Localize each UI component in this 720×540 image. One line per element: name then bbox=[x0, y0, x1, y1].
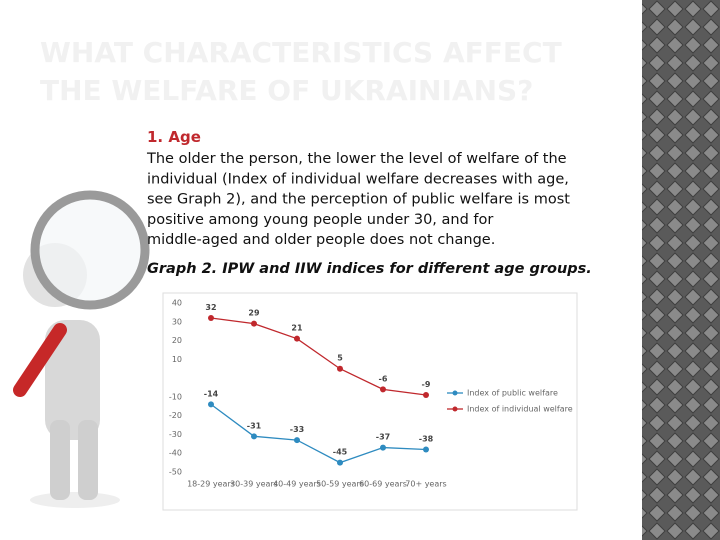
title-line: THE WELFARE OF UKRAINIANS? bbox=[40, 74, 533, 107]
legend-marker bbox=[452, 390, 458, 396]
point bbox=[251, 433, 257, 440]
chart-frame bbox=[162, 292, 578, 511]
x-tick-label: 60-69 years bbox=[359, 480, 407, 489]
series-line bbox=[210, 403, 427, 464]
point bbox=[380, 386, 386, 393]
point bbox=[294, 437, 300, 444]
magnifier-figure bbox=[13, 190, 150, 508]
data-label: -37 bbox=[376, 433, 390, 442]
y-tick-label: -30 bbox=[169, 430, 182, 439]
data-label: -38 bbox=[419, 434, 434, 443]
data-label: 21 bbox=[291, 324, 303, 333]
caption: Graph 2. IPW and IIW indices for differe… bbox=[147, 261, 592, 277]
point bbox=[423, 392, 429, 399]
data-label: -9 bbox=[422, 380, 431, 389]
point bbox=[208, 315, 214, 322]
y-tick-label: 30 bbox=[172, 317, 182, 326]
x-tick-label: 18-29 years bbox=[187, 480, 235, 489]
point bbox=[380, 444, 386, 451]
point bbox=[208, 401, 214, 408]
point bbox=[337, 459, 343, 466]
legend-label: Index of individual welfare bbox=[467, 405, 573, 414]
x-tick-label: 70+ years bbox=[405, 480, 446, 489]
paragraph-line: individual (Index of individual welfare … bbox=[147, 171, 569, 187]
data-label: -33 bbox=[290, 425, 304, 434]
point bbox=[337, 365, 343, 372]
paragraph-line: positive among young people under 30, an… bbox=[147, 212, 493, 228]
y-tick-label: -50 bbox=[169, 468, 182, 477]
x-tick-label: 40-49 years bbox=[273, 480, 321, 489]
x-tick-label: 30-39 years bbox=[230, 480, 278, 489]
title: WHAT CHARACTERISTICS AFFECT THE WELFARE … bbox=[40, 36, 562, 107]
data-label: -45 bbox=[333, 448, 348, 457]
chart: -50 -40 -30 -20 -10 10 20 30 40 18-29 years30-39 … bbox=[169, 299, 573, 489]
data-label: 5 bbox=[337, 354, 343, 363]
data-label: 32 bbox=[205, 303, 216, 312]
legend-label: Index of public welfare bbox=[467, 389, 558, 398]
data-label: -31 bbox=[247, 421, 262, 430]
y-tick-label: 40 bbox=[172, 299, 182, 308]
point bbox=[423, 446, 429, 453]
data-label: 29 bbox=[248, 309, 260, 318]
x-tick-label: 50-59 years bbox=[316, 480, 364, 489]
y-tick-label: 10 bbox=[172, 355, 182, 364]
y-tick-label: 20 bbox=[172, 336, 182, 345]
point bbox=[251, 320, 257, 327]
section-heading: 1. Age bbox=[147, 128, 201, 146]
series-line bbox=[210, 317, 427, 396]
title-line: WHAT CHARACTERISTICS AFFECT bbox=[40, 36, 562, 69]
data-label: -14 bbox=[204, 389, 219, 398]
paragraph: The older the person, the lower the leve… bbox=[146, 151, 570, 248]
point bbox=[294, 335, 300, 342]
side-pattern bbox=[642, 0, 720, 540]
y-tick-label: -40 bbox=[169, 449, 182, 458]
paragraph-line: The older the person, the lower the leve… bbox=[146, 151, 567, 167]
y-tick-label: -10 bbox=[169, 392, 182, 401]
y-tick-label: -20 bbox=[169, 411, 182, 420]
paragraph-line: see Graph 2), and the perception of publ… bbox=[147, 192, 570, 208]
legend-marker bbox=[452, 406, 458, 412]
paragraph-line: middle-aged and older people does not ch… bbox=[147, 232, 495, 248]
data-label: -6 bbox=[379, 374, 388, 383]
